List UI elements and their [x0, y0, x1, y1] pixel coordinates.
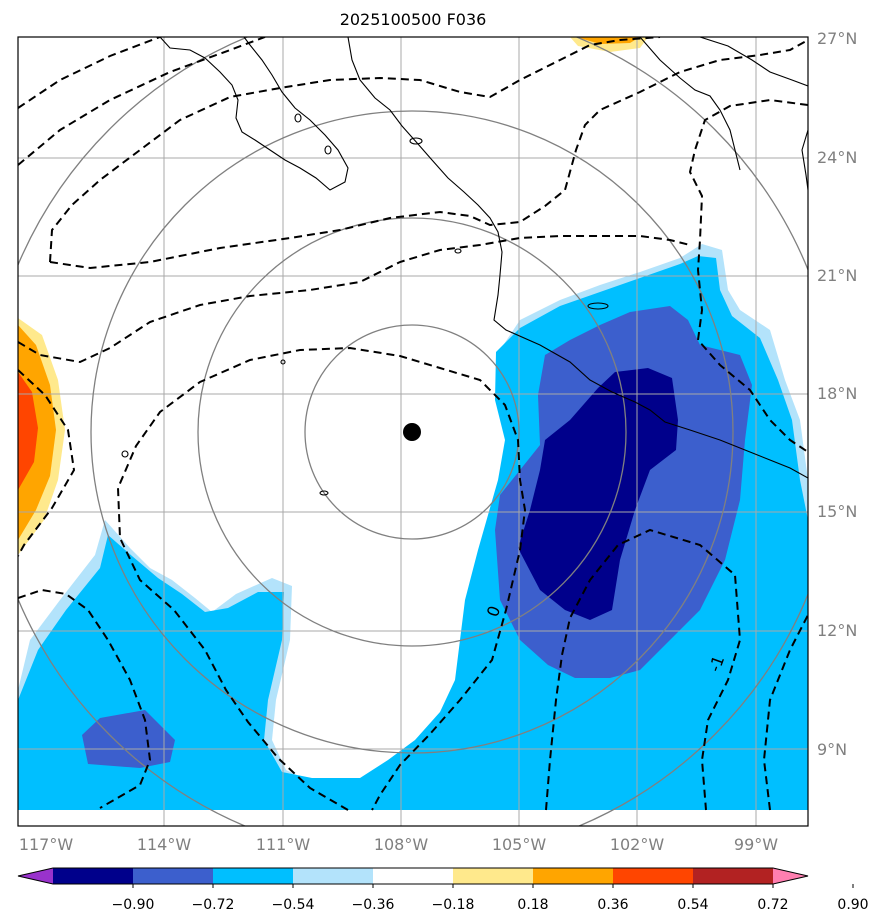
lon-label-108w: 108°W: [374, 835, 429, 854]
colorbar-segment: [133, 868, 214, 884]
map-title: 2025100500 F036: [339, 10, 487, 29]
dashed-contours: [18, 37, 808, 811]
colorbar-segment: [53, 868, 134, 884]
colorbar-tick-label: 0.54: [677, 897, 708, 913]
colorbar-segment: [373, 868, 454, 884]
colorbar-segment: [693, 868, 774, 884]
coastlines: [121, 37, 808, 496]
lat-label-27n: 27°N: [817, 29, 857, 48]
colorbar-tick-label: −0.54: [272, 897, 315, 913]
positive-anomaly-west: [18, 318, 65, 555]
colorbar-right-extension: [773, 868, 808, 884]
colorbar-segment: [213, 868, 294, 884]
colorbar-tick-label: −0.36: [352, 897, 395, 913]
longitude-labels: 117°W 114°W 111°W 108°W 105°W 102°W 99°W: [19, 835, 778, 854]
colorbar-tick-label: 0.18: [517, 897, 548, 913]
map-frame: [17, 36, 809, 827]
colorbar-segment: [453, 868, 534, 884]
lon-label-105w: 105°W: [492, 835, 547, 854]
colorbar-tick-label: −0.18: [432, 897, 475, 913]
lat-label-9n: 9°N: [817, 740, 847, 759]
colorbar-segment: [613, 868, 694, 884]
storm-center-marker: [403, 423, 421, 441]
lon-label-102w: 102°W: [610, 835, 665, 854]
map-panel: 0 -1: [18, 37, 808, 826]
colorbar-tick-label: 0.90: [837, 897, 868, 913]
lon-label-117w: 117°W: [19, 835, 74, 854]
colorbar-tick-label: −0.90: [112, 897, 155, 913]
lon-label-111w: 111°W: [256, 835, 311, 854]
colorbar-tick-label: 0.36: [597, 897, 628, 913]
lat-label-12n: 12°N: [817, 621, 857, 640]
colorbar-segment: [293, 868, 374, 884]
colorbar-segment: [533, 868, 614, 884]
contour-label-minus-one: -1: [705, 653, 728, 674]
lat-label-18n: 18°N: [817, 384, 857, 403]
colorbar-left-extension: [18, 868, 53, 884]
negative-anomaly-east: [495, 306, 752, 678]
lon-label-114w: 114°W: [137, 835, 192, 854]
colorbar-tick-label: 0.72: [757, 897, 788, 913]
colorbar: −0.90 −0.72 −0.54 −0.36 −0.18 0.18 0.36 0.54 0.7…: [17, 867, 869, 913]
lat-label-15n: 15°N: [817, 502, 857, 521]
range-rings: [18, 37, 808, 826]
latitude-labels: 27°N 24°N 21°N 18°N 15°N 12°N 9°N: [817, 29, 857, 759]
lat-label-21n: 21°N: [817, 266, 857, 285]
lat-label-24n: 24°N: [817, 148, 857, 167]
lon-label-99w: 99°W: [734, 835, 778, 854]
colorbar-tick-label: −0.72: [192, 897, 235, 913]
